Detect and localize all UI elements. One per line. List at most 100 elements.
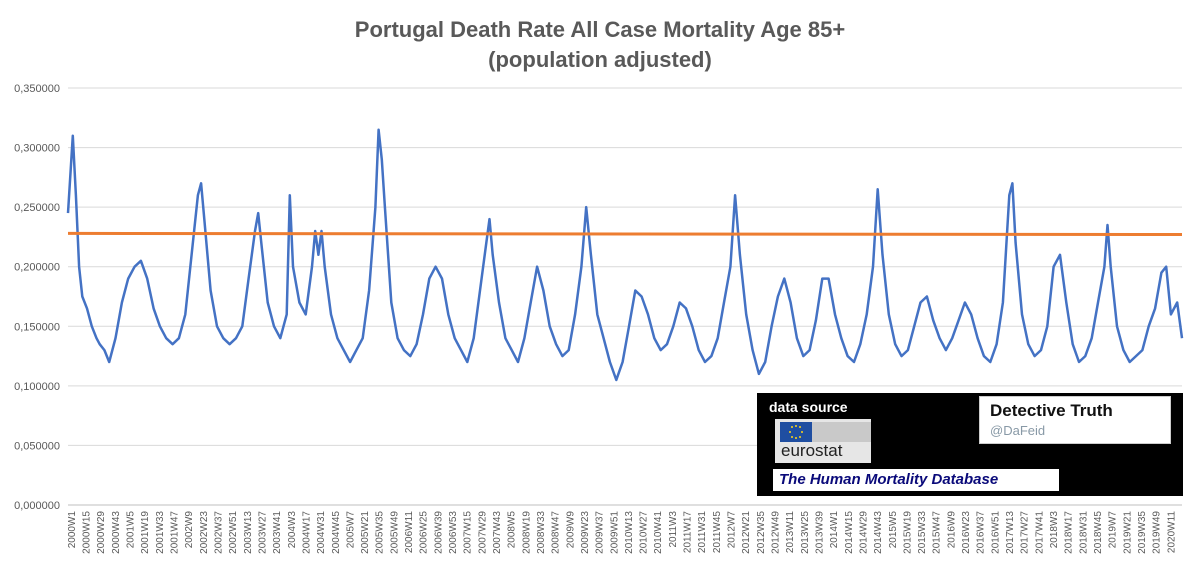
- x-tick-label: 2002W9: [184, 511, 195, 549]
- x-tick-label: 2019W21: [1122, 511, 1133, 554]
- x-tick-label: 2002W51: [228, 511, 239, 554]
- x-tick-label: 2004W3: [287, 511, 298, 549]
- x-tick-label: 2006W25: [419, 511, 430, 554]
- series-line-reference: [67, 231, 1183, 236]
- chart-title-line1: Portugal Death Rate All Case Mortality A…: [355, 17, 845, 42]
- y-tick-label: 0,250000: [14, 202, 60, 214]
- data-source-label: data source: [769, 399, 848, 415]
- x-tick-label: 2019W7: [1108, 511, 1119, 549]
- eurostat-strip: [812, 422, 871, 442]
- x-tick-label: 2011W45: [712, 511, 723, 554]
- x-tick-label: 2017W27: [1020, 511, 1031, 554]
- x-tick-label: 2000W1: [67, 511, 78, 549]
- x-tick-label: 2009W23: [580, 511, 591, 554]
- x-tick-label: 2001W19: [140, 511, 151, 554]
- x-tick-label: 2007W15: [463, 511, 474, 554]
- x-tick-label: 2006W39: [433, 511, 444, 554]
- y-tick-label: 0,350000: [14, 83, 60, 95]
- x-tick-label: 2014W15: [844, 511, 855, 554]
- x-tick-label: 2006W11: [404, 511, 415, 554]
- hmd-label-box: The Human Mortality Database: [773, 469, 1059, 491]
- x-tick-label: 2013W39: [814, 511, 825, 554]
- x-tick-label: 2018W3: [1049, 511, 1060, 549]
- x-tick-label: 2000W15: [82, 511, 93, 554]
- x-tick-label: 2004W45: [331, 511, 342, 554]
- x-tick-label: 2020W11: [1166, 511, 1177, 554]
- x-tick-label: 2008W19: [521, 511, 532, 554]
- x-tick-label: 2018W17: [1064, 511, 1075, 554]
- x-tick-label: 2002W23: [199, 511, 210, 554]
- author-handle: @DaFeid: [990, 423, 1046, 438]
- x-tick-label: 2011W17: [683, 511, 694, 554]
- x-tick-label: 2005W7: [345, 511, 356, 549]
- x-tick-label: 2003W27: [257, 511, 268, 554]
- x-tick-label: 2012W7: [727, 511, 738, 549]
- x-tick-label: 2003W41: [272, 511, 283, 554]
- x-tick-label: 2011W31: [697, 511, 708, 554]
- x-tick-label: 2016W9: [946, 511, 957, 549]
- x-tick-label: 2008W33: [536, 511, 547, 554]
- x-tick-label: 2013W11: [785, 511, 796, 554]
- author-name: Detective Truth: [990, 401, 1113, 420]
- x-tick-label: 2009W51: [609, 511, 620, 554]
- y-tick-label: 0,300000: [14, 143, 60, 155]
- x-tick-label: 2007W43: [492, 511, 503, 554]
- x-tick-label: 2000W29: [96, 511, 107, 554]
- x-tick-label: 2018W45: [1093, 511, 1104, 554]
- x-tick-label: 2008W47: [551, 511, 562, 554]
- x-tick-label: 2010W13: [624, 511, 635, 554]
- gridlines: [68, 87, 1182, 506]
- x-tick-label: 2010W41: [653, 511, 664, 554]
- y-tick-label: 0,150000: [14, 321, 60, 333]
- x-axis-ticks: 2000W1 2000W15 2000W29 2000W43 2001W5 2001W19…: [67, 511, 1177, 554]
- eurostat-logo: eurostat: [775, 419, 871, 463]
- x-tick-label: 2003W13: [243, 511, 254, 554]
- x-tick-label: 2001W33: [155, 511, 166, 554]
- series-layer: [66, 128, 1184, 382]
- x-tick-label: 2005W35: [375, 511, 386, 554]
- x-tick-label: 2002W37: [214, 511, 225, 554]
- x-tick-label: 2004W17: [301, 511, 312, 554]
- chart-title-line2: (population adjusted): [488, 47, 712, 72]
- x-tick-label: 2004W31: [316, 511, 327, 554]
- x-tick-label: 2001W5: [126, 511, 137, 549]
- x-tick-label: 2013W25: [800, 511, 811, 554]
- author-card: Detective Truth @DaFeid: [979, 396, 1171, 444]
- x-tick-label: 2014W1: [829, 511, 840, 549]
- y-tick-label: 0,050000: [14, 440, 60, 452]
- y-tick-label: 0,100000: [14, 381, 60, 393]
- data-source-box: data source eurostat The Human Mortality…: [757, 393, 1183, 496]
- x-tick-label: 2012W21: [741, 511, 752, 554]
- x-tick-label: 2019W49: [1152, 511, 1163, 554]
- x-tick-label: 2019W35: [1137, 511, 1148, 554]
- x-tick-label: 2009W37: [595, 511, 606, 554]
- x-tick-label: 2000W43: [111, 511, 122, 554]
- y-axis-ticks: 0,000000 0,050000 0,100000 0,150000 0,200000…: [14, 83, 60, 512]
- x-tick-label: 2005W21: [360, 511, 371, 554]
- x-tick-label: 2017W41: [1034, 511, 1045, 554]
- x-tick-label: 2007W29: [477, 511, 488, 554]
- x-tick-label: 2009W9: [565, 511, 576, 549]
- x-tick-label: 2015W47: [932, 511, 943, 554]
- y-tick-label: 0,200000: [14, 262, 60, 274]
- y-tick-label: 0,000000: [14, 500, 60, 512]
- x-tick-label: 2008W5: [507, 511, 518, 549]
- x-tick-label: 2016W23: [961, 511, 972, 554]
- x-tick-label: 2018W31: [1078, 511, 1089, 554]
- x-tick-label: 2014W29: [858, 511, 869, 554]
- x-tick-label: 2011W3: [668, 511, 679, 548]
- x-tick-label: 2010W27: [639, 511, 650, 554]
- x-tick-label: 2006W53: [448, 511, 459, 554]
- x-tick-label: 2015W33: [917, 511, 928, 554]
- series-line-death-rate: [66, 128, 1184, 382]
- x-tick-label: 2014W43: [873, 511, 884, 554]
- eurostat-text: eurostat: [781, 441, 843, 460]
- x-tick-label: 2005W49: [389, 511, 400, 554]
- x-tick-label: 2016W37: [976, 511, 987, 554]
- x-tick-label: 2012W49: [771, 511, 782, 554]
- x-tick-label: 2015W5: [888, 511, 899, 549]
- eu-flag-icon: [780, 422, 812, 442]
- x-tick-label: 2016W51: [990, 511, 1001, 554]
